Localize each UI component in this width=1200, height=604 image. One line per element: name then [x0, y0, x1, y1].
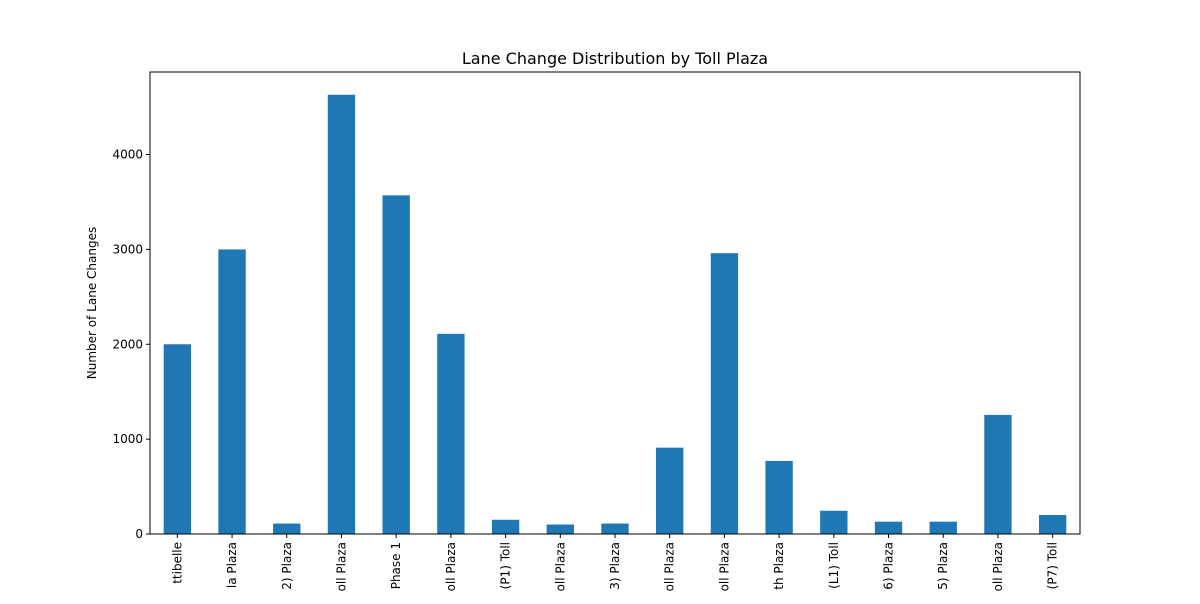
bar	[218, 249, 246, 534]
bar	[765, 460, 793, 534]
y-tick-label: 3000	[112, 242, 143, 256]
bar	[327, 94, 356, 535]
x-tick-label: oll Plaza	[717, 542, 731, 591]
bar	[491, 519, 520, 534]
bar	[1038, 515, 1067, 534]
bar	[874, 521, 903, 534]
plot-frame	[149, 71, 1081, 535]
y-ticks-group: 0 1000 2000 3000 4000	[112, 148, 150, 541]
x-tick-label: oll Plaza	[334, 542, 348, 591]
bar	[437, 333, 465, 534]
bar	[710, 253, 739, 534]
bar	[820, 510, 848, 534]
bars-group	[163, 94, 1067, 535]
x-tick-label: la Plaza	[225, 542, 239, 588]
bar	[601, 523, 629, 534]
x-tick-label: oll Plaza	[444, 542, 458, 591]
x-tick-label: 6) Plaza	[882, 542, 896, 590]
x-tick-label: 2) Plaza	[280, 542, 294, 590]
bar	[984, 414, 1012, 534]
y-tick-label: 1000	[112, 432, 143, 446]
x-tick-label: ttibelle	[170, 542, 184, 584]
x-tick-label: oll Plaza	[991, 542, 1005, 591]
x-tick-label: 5) Plaza	[936, 542, 950, 590]
x-tick-label: Phase 1	[389, 542, 403, 589]
bar	[546, 524, 574, 534]
x-tick-label: (L1) Toll	[827, 542, 841, 589]
x-tick-label: th Plaza	[772, 542, 786, 590]
x-tick-label: oll Plaza	[553, 542, 567, 591]
chart-title: Lane Change Distribution by Toll Plaza	[462, 49, 768, 68]
x-tick-label: oll Plaza	[663, 542, 677, 591]
x-tick-label: (P7) Toll	[1046, 542, 1060, 589]
bar	[163, 344, 192, 534]
y-tick-label: 4000	[112, 148, 143, 162]
y-axis-label: Number of Lane Changes	[85, 227, 99, 379]
bar	[382, 195, 410, 534]
bar	[273, 523, 301, 534]
x-ticks-group: ttibelle la Plaza 2) Plaza oll Plaza Phase 1…	[170, 534, 1060, 591]
y-tick-label: 0	[135, 527, 143, 541]
x-tick-label: (P1) Toll	[499, 542, 513, 589]
y-tick-label: 2000	[112, 337, 143, 351]
bar	[929, 521, 957, 534]
x-tick-label: 3) Plaza	[608, 542, 622, 590]
bar	[656, 447, 684, 534]
